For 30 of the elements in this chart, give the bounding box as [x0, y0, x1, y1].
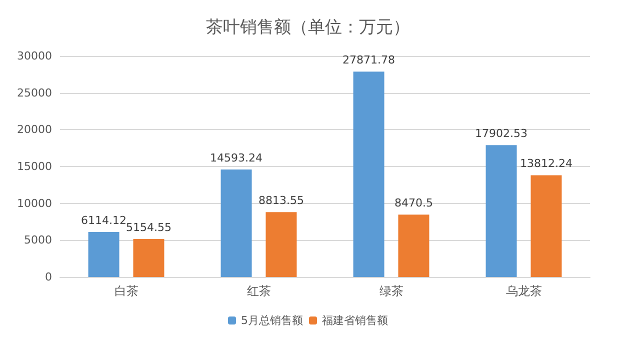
data-label: 8470.5 [394, 196, 433, 210]
y-tick-label: 10000 [17, 196, 52, 210]
data-label: 8813.55 [258, 194, 304, 208]
legend-label: 福建省销售额 [322, 314, 388, 327]
data-label: 14593.24 [210, 151, 263, 164]
bar [398, 214, 430, 277]
data-label: 6114.12 [81, 214, 127, 227]
y-tick-label: 25000 [17, 86, 52, 100]
bar [353, 72, 384, 277]
bar [486, 145, 517, 277]
data-label: 5154.55 [126, 221, 172, 234]
data-label: 13812.24 [520, 157, 572, 170]
x-tick-label: 绿茶 [379, 284, 404, 298]
y-tick-label: 30000 [17, 50, 52, 62]
x-tick-label: 红茶 [246, 284, 271, 298]
y-tick-label: 15000 [17, 160, 52, 173]
bar [133, 239, 164, 277]
y-tick-label: 5000 [24, 234, 52, 247]
bar [88, 232, 120, 277]
legend-label: 5月总销售额 [241, 314, 303, 327]
bar [530, 175, 562, 277]
y-tick-label: 20000 [17, 123, 52, 136]
bar [220, 169, 252, 277]
x-tick-label: 乌龙茶 [506, 284, 542, 298]
data-label: 17902.53 [475, 127, 528, 140]
chart-title: 茶叶销售额（单位：万元） [206, 18, 410, 38]
data-label: 27871.78 [342, 54, 396, 67]
y-tick-label: 0 [45, 270, 52, 284]
bar [266, 212, 297, 277]
x-tick-label: 白茶 [114, 284, 138, 298]
